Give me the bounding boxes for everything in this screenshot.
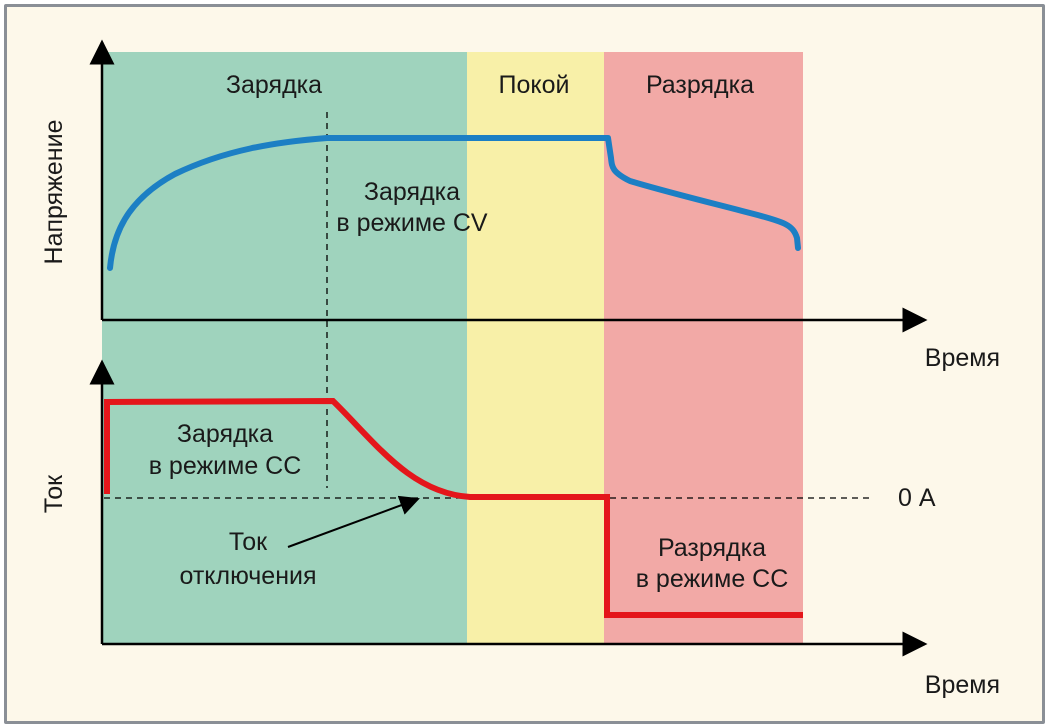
cutoff-current-label-line1: Ток xyxy=(229,528,268,556)
zone-charge-label: Зарядка xyxy=(226,71,322,99)
voltage-axis-label: Напряжение xyxy=(40,120,68,265)
cv-label-line2: в режиме CV xyxy=(336,209,488,237)
cutoff-current-label-line2: отключения xyxy=(179,562,316,590)
cc-charge-label-line2: в режиме CC xyxy=(149,452,302,480)
cutoff-current-arrow xyxy=(287,495,420,548)
charge-zone xyxy=(102,52,467,644)
cc-charge-label-line1: Зарядка xyxy=(177,420,273,448)
zone-rest-label: Покой xyxy=(499,71,570,99)
zone-discharge-label: Разрядка xyxy=(646,71,754,99)
time-label-bottom: Время xyxy=(925,671,1000,699)
current-axis-label: Ток xyxy=(40,474,68,513)
zero-current-label: 0 А xyxy=(898,484,936,512)
current-curve xyxy=(104,397,803,618)
rest-zone xyxy=(467,52,604,644)
voltage-curve xyxy=(107,135,801,271)
cv-label-line1: Зарядка xyxy=(364,178,460,206)
discharge-zone xyxy=(604,52,803,644)
cc-discharge-label-line2: в режиме CC xyxy=(636,565,789,593)
time-label-top: Время xyxy=(925,344,1000,372)
cc-discharge-label-line1: Разрядка xyxy=(658,534,766,562)
